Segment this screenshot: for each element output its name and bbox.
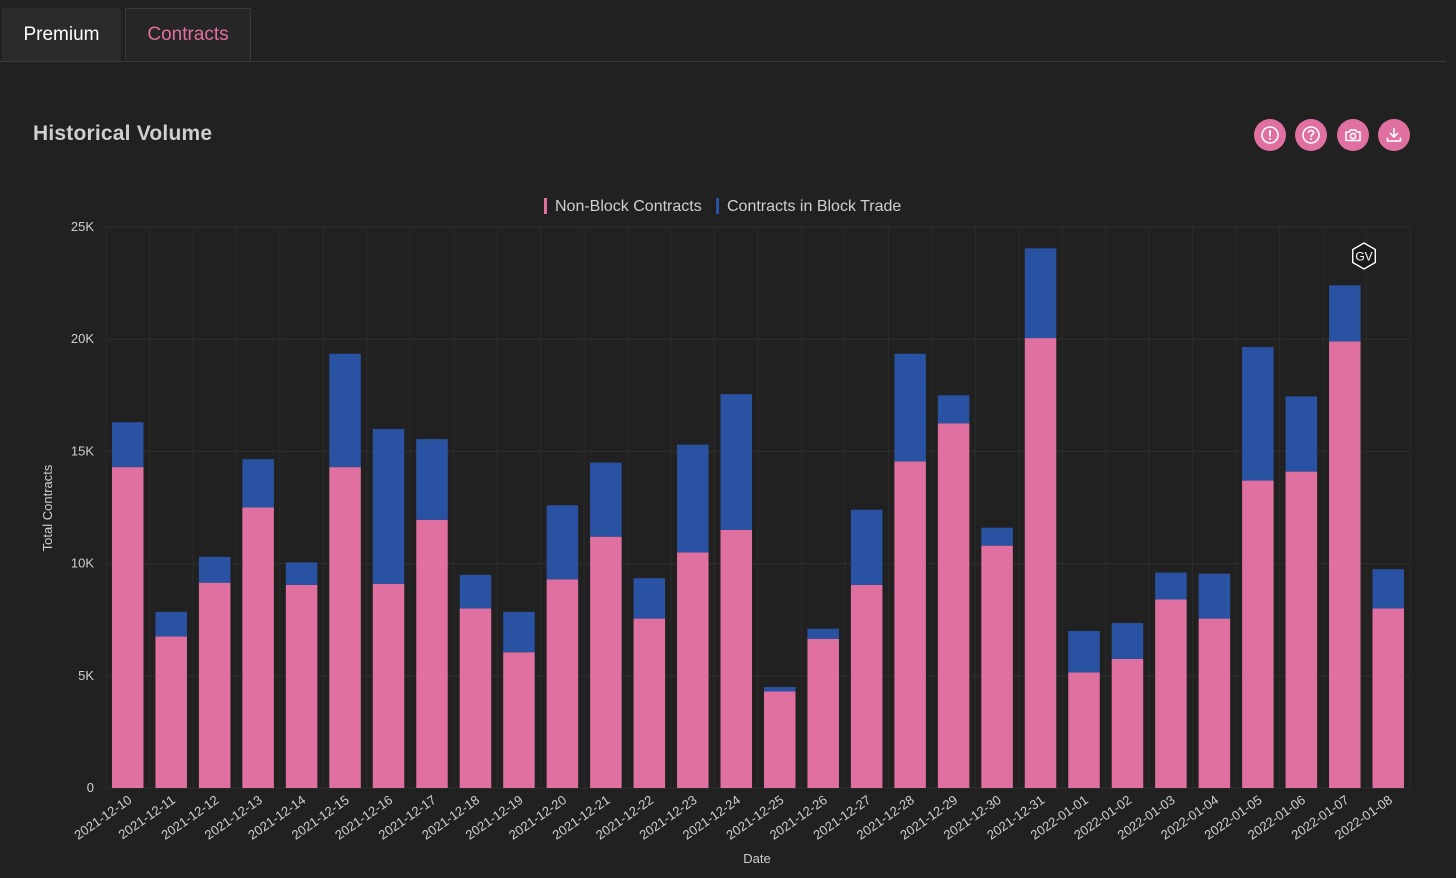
bar-non-block[interactable] — [372, 583, 405, 788]
bar-non-block[interactable] — [981, 545, 1013, 788]
bar-block-trade[interactable] — [198, 556, 231, 583]
legend-label-block[interactable]: Contracts in Block Trade — [727, 198, 901, 215]
bar-non-block[interactable] — [1285, 471, 1318, 788]
x-axis-label: Date — [743, 851, 770, 866]
bar-non-block[interactable] — [155, 636, 187, 788]
legend-swatch-block — [716, 198, 719, 214]
bar-block-trade[interactable] — [416, 439, 448, 520]
y-tick-label: 20K — [71, 331, 94, 346]
y-tick-label: 10K — [71, 556, 94, 571]
bar-non-block[interactable] — [937, 423, 970, 788]
bar-non-block[interactable] — [850, 584, 883, 788]
bar-non-block[interactable] — [1111, 658, 1144, 788]
bar-block-trade[interactable] — [1024, 248, 1057, 339]
bar-block-trade[interactable] — [937, 395, 970, 424]
chart-bars — [111, 248, 1405, 789]
bar-block-trade[interactable] — [894, 353, 926, 462]
bar-non-block[interactable] — [1329, 341, 1361, 788]
y-axis-ticks: 0 5K 10K 15K 20K 25K — [71, 219, 94, 795]
bar-non-block[interactable] — [1068, 672, 1100, 788]
bar-block-trade[interactable] — [111, 422, 144, 468]
bar-non-block[interactable] — [503, 652, 535, 788]
bar-non-block[interactable] — [198, 582, 231, 788]
bar-non-block[interactable] — [242, 507, 274, 789]
legend-label-non-block[interactable]: Non-Block Contracts — [555, 198, 702, 215]
watermark-logo: GV — [1351, 242, 1377, 270]
bar-non-block[interactable] — [677, 552, 709, 788]
bar-non-block[interactable] — [894, 461, 926, 788]
alert-icon — [1261, 126, 1279, 144]
historical-volume-chart: 0 5K 10K 15K 20K 25K 2021-12-102021-12-112021… — [40, 198, 1411, 866]
bar-non-block[interactable] — [546, 579, 579, 788]
bar-block-trade[interactable] — [1198, 573, 1231, 619]
bar-non-block[interactable] — [329, 467, 361, 788]
bar-non-block[interactable] — [285, 584, 318, 788]
bar-block-trade[interactable] — [242, 459, 274, 508]
bar-non-block[interactable] — [416, 519, 448, 788]
bar-non-block[interactable] — [1198, 618, 1231, 788]
panel-title: Historical Volume — [33, 122, 213, 145]
bar-block-trade[interactable] — [807, 628, 839, 639]
watermark-text: GV — [1355, 250, 1372, 264]
bar-block-trade[interactable] — [633, 578, 666, 619]
bar-block-trade[interactable] — [1068, 630, 1100, 673]
bar-block-trade[interactable] — [285, 562, 318, 585]
bar-non-block[interactable] — [590, 536, 622, 788]
y-axis-label: Total Contracts — [40, 464, 55, 551]
y-tick-label: 0 — [87, 780, 94, 795]
legend-swatch-non-block — [544, 198, 547, 214]
bar-block-trade[interactable] — [1155, 572, 1187, 600]
bar-block-trade[interactable] — [459, 574, 492, 609]
help-button[interactable] — [1295, 119, 1327, 151]
bar-block-trade[interactable] — [763, 687, 796, 692]
screenshot-button[interactable] — [1337, 119, 1369, 151]
bar-block-trade[interactable] — [1242, 347, 1274, 481]
camera-icon — [1345, 129, 1361, 142]
bar-block-trade[interactable] — [590, 462, 622, 537]
bar-block-trade[interactable] — [546, 505, 579, 580]
tab-premium[interactable]: Premium — [2, 8, 121, 61]
x-axis-ticks: 2021-12-102021-12-112021-12-122021-12-13… — [71, 792, 1395, 842]
bar-non-block[interactable] — [1372, 608, 1405, 788]
bar-block-trade[interactable] — [981, 527, 1013, 546]
download-icon — [1386, 127, 1402, 142]
chart-grid — [105, 226, 1411, 789]
y-tick-label: 25K — [71, 219, 94, 234]
bar-non-block[interactable] — [807, 638, 839, 788]
bar-non-block[interactable] — [720, 529, 753, 788]
bar-block-trade[interactable] — [329, 353, 361, 468]
info-button[interactable] — [1254, 119, 1286, 151]
bar-block-trade[interactable] — [1372, 569, 1405, 609]
bar-non-block[interactable] — [763, 691, 796, 788]
bar-non-block[interactable] — [111, 467, 144, 788]
tab-divider — [0, 61, 1446, 62]
bar-block-trade[interactable] — [372, 428, 405, 584]
bar-block-trade[interactable] — [155, 611, 187, 637]
bar-non-block[interactable] — [1155, 599, 1187, 788]
tab-contracts[interactable]: Contracts — [125, 8, 251, 61]
bar-block-trade[interactable] — [677, 444, 709, 553]
y-tick-label: 15K — [71, 443, 94, 458]
tab-bar: Premium Contracts — [0, 0, 1456, 62]
bar-block-trade[interactable] — [720, 394, 753, 530]
bar-non-block[interactable] — [633, 618, 666, 788]
chart-legend: Non-Block Contracts Contracts in Block T… — [544, 198, 901, 215]
bar-block-trade[interactable] — [850, 509, 883, 585]
bar-non-block[interactable] — [459, 608, 492, 788]
download-button[interactable] — [1378, 119, 1410, 151]
help-icon — [1302, 126, 1320, 144]
bar-block-trade[interactable] — [1329, 285, 1361, 342]
bar-block-trade[interactable] — [1285, 396, 1318, 472]
y-tick-label: 5K — [78, 668, 94, 683]
bar-non-block[interactable] — [1242, 480, 1274, 788]
bar-block-trade[interactable] — [1111, 623, 1144, 659]
bar-non-block[interactable] — [1024, 338, 1057, 788]
bar-block-trade[interactable] — [503, 611, 535, 653]
